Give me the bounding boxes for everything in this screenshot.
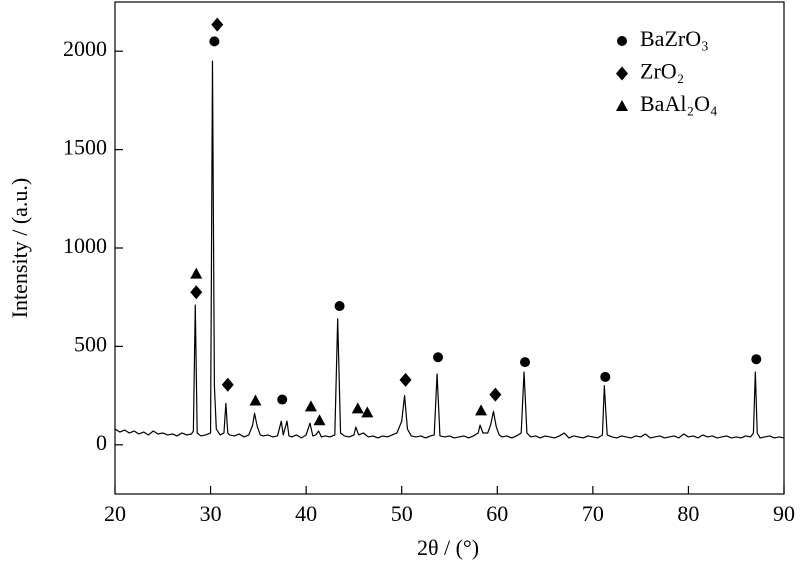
y-tick-label: 0 [96, 430, 107, 455]
peak-marker [313, 414, 326, 426]
legend-marker [617, 36, 627, 46]
x-tick-label: 70 [582, 501, 604, 526]
peak-marker [249, 394, 262, 406]
x-tick-label: 20 [104, 501, 126, 526]
peak-marker [361, 406, 374, 418]
x-tick-label: 60 [486, 501, 508, 526]
legend-marker [616, 66, 628, 81]
peak-marker [190, 267, 203, 279]
peak-marker [520, 357, 531, 368]
peak-marker [190, 285, 203, 300]
peak-marker [304, 400, 317, 412]
legend-marker [616, 100, 628, 111]
peak-marker [475, 404, 488, 416]
peak-marker [221, 377, 234, 392]
peak-marker [399, 372, 412, 387]
legend-label: BaZrO₃ [640, 26, 709, 51]
y-tick-label: 500 [74, 331, 107, 356]
peak-marker [277, 394, 288, 405]
peak-marker [489, 387, 502, 402]
peak-marker [209, 36, 220, 47]
y-tick-label: 2000 [63, 36, 107, 61]
x-tick-label: 40 [295, 501, 317, 526]
peak-marker [351, 402, 364, 414]
x-tick-label: 50 [391, 501, 413, 526]
y-tick-label: 1000 [63, 233, 107, 258]
peak-marker [433, 352, 444, 363]
peak-marker [211, 17, 224, 32]
spectrum-line [114, 60, 785, 439]
x-tick-label: 30 [200, 501, 222, 526]
y-tick-label: 1500 [63, 135, 107, 160]
peak-marker [751, 354, 762, 365]
x-tick-label: 80 [677, 501, 699, 526]
y-axis-label: Intensity / (a.u.) [7, 178, 32, 319]
x-tick-label: 90 [773, 501, 795, 526]
peak-marker [334, 301, 345, 312]
legend-label: BaAl₂O₄ [640, 91, 718, 116]
legend-label: ZrO₂ [640, 59, 684, 84]
x-axis-label: 2θ / (°) [417, 535, 479, 560]
peak-marker [600, 371, 611, 382]
